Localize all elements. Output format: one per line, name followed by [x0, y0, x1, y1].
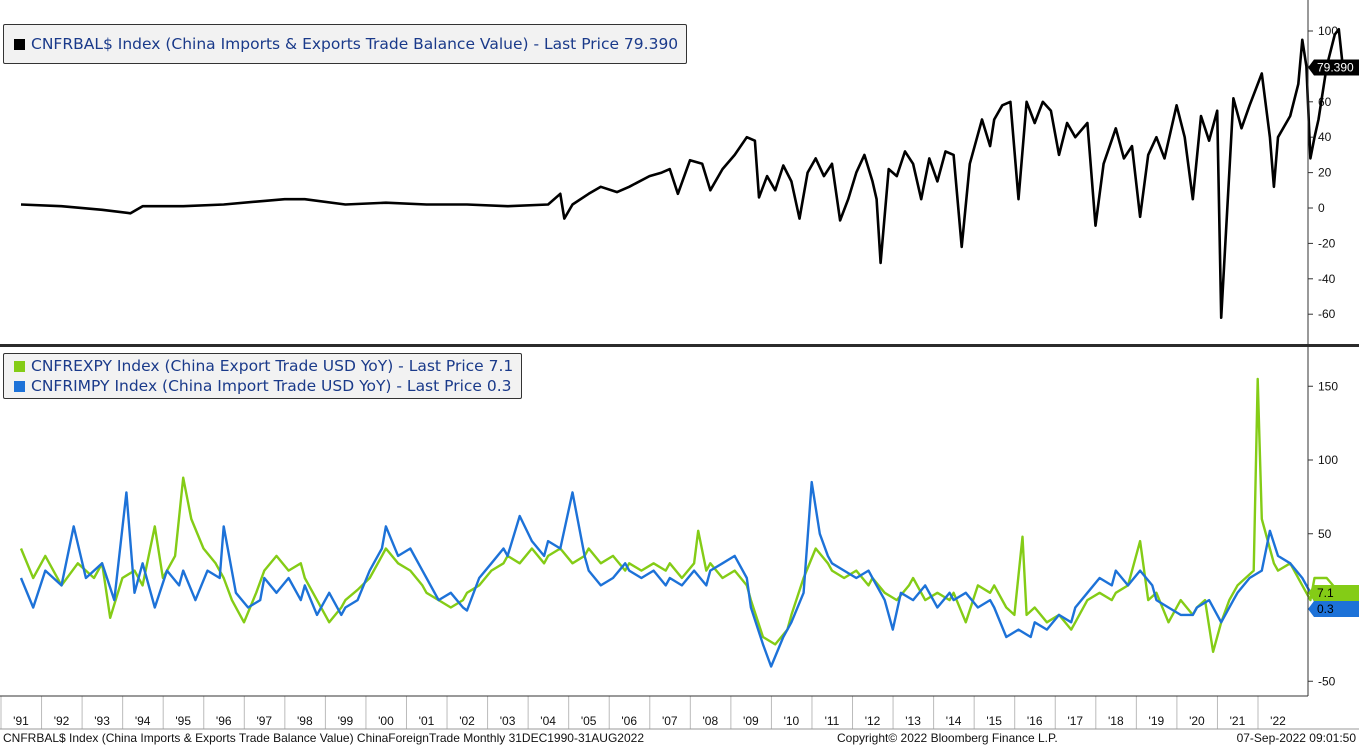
last-value-tag-trade-balance	[1308, 59, 1359, 76]
x-tick-label: '05	[581, 714, 597, 728]
legend-label-import: CNFRIMPY Index (China Import Trade USD Y…	[31, 377, 512, 395]
legend-label-export: CNFREXPY Index (China Export Trade USD Y…	[31, 357, 514, 375]
top-legend: CNFRBAL$ Index (China Imports & Exports …	[3, 24, 688, 64]
x-tick-label: '94	[135, 714, 151, 728]
top-y-tick-label: -40	[1318, 272, 1336, 286]
last-value-tag-import-label: 0.3	[1317, 602, 1334, 616]
legend-swatch-black	[14, 38, 25, 50]
x-tick-label: '09	[743, 714, 759, 728]
x-tick-label: '95	[175, 714, 191, 728]
top-y-tick-label: 40	[1318, 130, 1332, 144]
legend-swatch-green	[14, 360, 25, 372]
x-tick-label: '17	[1067, 714, 1083, 728]
x-tick-label: '13	[905, 714, 921, 728]
last-value-tag-export-label: 7.1	[1317, 586, 1334, 600]
x-tick-label: '01	[419, 714, 435, 728]
footer-left: CNFRBAL$ Index (China Imports & Exports …	[3, 731, 644, 745]
series-line-export-yoy	[19, 377, 1344, 653]
panel-frame	[0, 0, 1359, 730]
x-tick-label: '99	[338, 714, 354, 728]
series-line-import-yoy	[19, 480, 1344, 668]
x-tick-label: '96	[216, 714, 232, 728]
legend-label-trade-balance: CNFRBAL$ Index (China Imports & Exports …	[31, 35, 679, 53]
footer-center: Copyright© 2022 Bloomberg Finance L.P.	[837, 731, 1058, 745]
x-tick-label: '22	[1270, 714, 1286, 728]
bottom-y-tick-label: 100	[1318, 453, 1338, 467]
x-tick-label: '21	[1230, 714, 1246, 728]
legend-item-export: CNFREXPY Index (China Export Trade USD Y…	[14, 356, 513, 376]
x-tick-label: '19	[1149, 714, 1165, 728]
x-tick-label: '15	[986, 714, 1002, 728]
x-tick-label: '92	[54, 714, 70, 728]
bottom-legend: CNFREXPY Index (China Export Trade USD Y…	[3, 353, 523, 399]
last-value-tag-export	[1308, 585, 1359, 602]
x-tick-label: '10	[784, 714, 800, 728]
x-tick-label: '98	[297, 714, 313, 728]
x-tick-label: '08	[703, 714, 719, 728]
x-tick-label: '07	[662, 714, 678, 728]
x-tick-label: '12	[865, 714, 881, 728]
x-tick-label: '97	[256, 714, 272, 728]
x-tick-label: '14	[946, 714, 962, 728]
bottom-y-tick-label: -50	[1318, 674, 1336, 688]
top-y-tick-label: -60	[1318, 307, 1336, 321]
x-tick-label: '06	[621, 714, 637, 728]
bottom-panel: 150 100 50 -50 '91 '92 '93 '94 '95 '96 '97 '98 '99 '0…	[0, 377, 1359, 729]
series-line-trade-balance	[20, 27, 1345, 319]
x-tick-label: '11	[825, 714, 840, 728]
top-y-tick-label: 100	[1318, 24, 1338, 38]
x-tick-label: '16	[1027, 714, 1043, 728]
legend-item-trade-balance: CNFRBAL$ Index (China Imports & Exports …	[14, 34, 678, 54]
x-tick-label: '93	[94, 714, 110, 728]
bottom-y-tick-label: 150	[1318, 379, 1338, 393]
legend-item-import: CNFRIMPY Index (China Import Trade USD Y…	[14, 376, 513, 396]
bottom-y-tick-label: 50	[1318, 527, 1332, 541]
x-tick-label: '02	[459, 714, 475, 728]
top-y-tick-label: 20	[1318, 166, 1332, 180]
x-tick-label: '91	[13, 714, 29, 728]
x-tick-label: '00	[378, 714, 394, 728]
x-tick-label: '04	[540, 714, 556, 728]
last-value-tag-import	[1308, 601, 1359, 618]
footer-right: 07-Sep-2022 09:01:50	[1236, 731, 1356, 745]
top-y-tick-label: 0	[1318, 201, 1325, 215]
x-tick-label: '03	[500, 714, 516, 728]
x-tick-label: '20	[1189, 714, 1205, 728]
x-tick-label: '18	[1108, 714, 1124, 728]
top-y-tick-label: -20	[1318, 236, 1336, 250]
legend-swatch-blue	[14, 380, 25, 392]
panel-separator	[0, 344, 1359, 347]
last-value-tag-trade-balance-label: 79.390	[1317, 60, 1354, 74]
